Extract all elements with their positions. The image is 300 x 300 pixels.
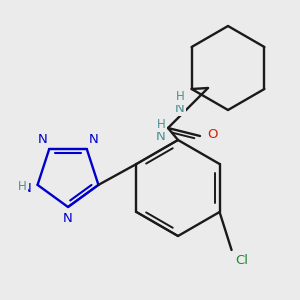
Text: Cl: Cl <box>235 254 248 266</box>
Text: H: H <box>157 118 165 130</box>
Text: H: H <box>176 91 184 103</box>
Text: N: N <box>156 130 166 142</box>
Text: N: N <box>63 212 73 226</box>
Text: N: N <box>89 133 99 146</box>
Text: H: H <box>18 180 26 193</box>
Text: N: N <box>37 133 47 146</box>
Text: N: N <box>175 101 185 115</box>
Text: O: O <box>207 128 217 140</box>
Text: N: N <box>21 182 31 195</box>
